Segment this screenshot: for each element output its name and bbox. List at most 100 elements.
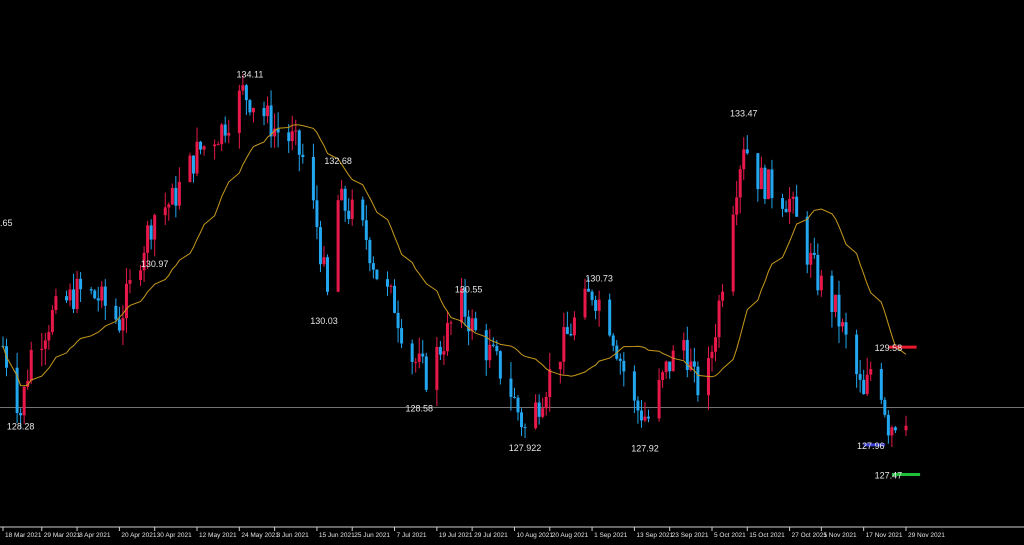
candle-body (590, 291, 594, 301)
candle-body (343, 188, 347, 211)
candle-body (347, 210, 351, 219)
candle-body (100, 286, 104, 301)
candle-body (608, 299, 612, 336)
candle-body (375, 269, 379, 280)
candle-body (50, 310, 54, 333)
candle-body (816, 254, 820, 291)
candle-body (745, 149, 749, 154)
candle-body (191, 155, 195, 174)
candle-body (516, 397, 520, 413)
price-annotation: 132.68 (324, 156, 352, 166)
candle-body (72, 289, 76, 310)
candle-body (714, 337, 718, 352)
price-annotation: 130.55 (455, 285, 483, 295)
price-annotation: .65 (0, 218, 13, 228)
candle-body (692, 361, 696, 367)
candle-body (216, 144, 220, 146)
candle-body (269, 105, 273, 137)
x-tick-label: 20 Aug 2021 (552, 532, 589, 539)
candle-body (26, 380, 30, 387)
x-tick-label: 15 Jun 2021 (319, 532, 355, 539)
candle-body (445, 323, 449, 352)
candle-body (879, 369, 883, 400)
candle-body (904, 425, 908, 431)
x-tick-label: 29 Jul 2021 (474, 532, 508, 539)
price-annotation: 128.58 (405, 403, 433, 413)
candle-body (710, 351, 714, 359)
candle-body (195, 141, 199, 174)
candle-body (622, 360, 626, 372)
price-annotation: 127.96 (857, 441, 885, 451)
candle-body (364, 220, 368, 241)
price-annotation: 130.97 (141, 259, 169, 269)
x-tick-label: 18 Mar 2021 (5, 532, 42, 539)
x-tick-label: 30 Apr 2021 (157, 532, 192, 539)
candle-body (565, 327, 569, 334)
candle-body (618, 358, 622, 361)
candle-body (43, 340, 47, 349)
candle-body (424, 356, 428, 390)
candle-body (421, 353, 425, 357)
candle-body (396, 312, 400, 329)
candle-body (788, 198, 792, 213)
candle-body (174, 187, 178, 206)
candle-body (587, 288, 591, 292)
candle-body (594, 300, 598, 311)
candle-body (311, 156, 315, 201)
candle-body (393, 285, 397, 313)
price-annotation: 133.47 (730, 108, 758, 118)
price-annotation: 130.73 (585, 274, 613, 284)
candle-body (664, 361, 668, 373)
candle-body (318, 227, 322, 265)
x-tick-label: 15 Oct 2021 (749, 532, 785, 539)
candle-body (731, 214, 735, 292)
candle-body (167, 204, 171, 208)
candle-body (534, 402, 538, 429)
candle-body (287, 132, 291, 142)
candle-body (488, 344, 492, 361)
candle-body (361, 199, 365, 221)
candle-body (467, 316, 471, 332)
candle-body (791, 196, 795, 199)
candle-body (244, 85, 248, 101)
candle-body (199, 141, 203, 150)
candle-body (869, 369, 873, 375)
candle-body (371, 263, 375, 270)
candle-body (220, 124, 224, 145)
x-tick-label: 10 Aug 2021 (516, 532, 553, 539)
candle-body (142, 252, 146, 271)
candle-body (93, 290, 97, 299)
candle-body (435, 346, 439, 390)
candle-body (290, 131, 294, 142)
candle-body (541, 408, 545, 417)
candle-body (68, 289, 72, 301)
candle-body (756, 153, 760, 190)
candle-body (812, 252, 816, 255)
price-annotation: 130.03 (310, 316, 338, 326)
price-annotation: 127.47 (875, 470, 903, 480)
x-tick-label: 25 Jun 2021 (354, 532, 390, 539)
candle-body (213, 144, 217, 147)
candle-body (438, 346, 442, 355)
candle-body (682, 339, 686, 351)
candle-body (883, 399, 887, 415)
candle-body (241, 85, 245, 91)
candle-body (689, 361, 693, 371)
candle-body (463, 288, 467, 317)
candle-body (841, 322, 845, 327)
candle-body (410, 343, 414, 362)
candle-body (315, 200, 319, 228)
candle-body (54, 296, 58, 311)
candle-body (301, 154, 305, 157)
candle-body (79, 278, 83, 290)
candle-body (784, 208, 788, 213)
x-tick-label: 24 May 2021 (241, 532, 279, 539)
candle-body (512, 396, 516, 398)
candle-body (855, 334, 859, 375)
candle-body (890, 427, 894, 436)
candle-body (442, 351, 446, 355)
candle-body (149, 225, 153, 240)
candle-body (893, 427, 897, 431)
